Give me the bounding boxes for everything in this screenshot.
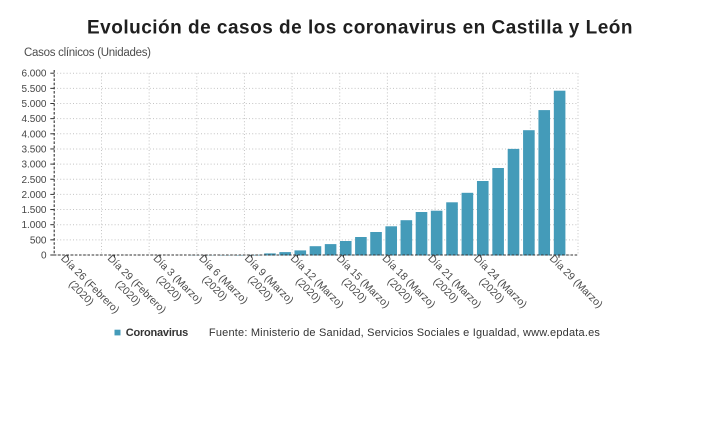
svg-text:1.000: 1.000 xyxy=(21,220,46,231)
svg-text:4.000: 4.000 xyxy=(21,129,46,140)
svg-text:6.000: 6.000 xyxy=(21,69,46,80)
svg-text:0: 0 xyxy=(41,251,47,262)
svg-text:Fuente: Ministerio de Sanidad,: Fuente: Ministerio de Sanidad, Servicios… xyxy=(209,327,601,339)
svg-text:500: 500 xyxy=(30,235,47,246)
svg-text:4.500: 4.500 xyxy=(21,114,46,125)
svg-text:3.500: 3.500 xyxy=(21,144,46,155)
svg-text:Coronavirus: Coronavirus xyxy=(126,327,189,339)
svg-text:5.000: 5.000 xyxy=(21,99,46,110)
svg-text:Evolución de casos de los coro: Evolución de casos de los coronavirus en… xyxy=(87,18,633,39)
svg-text:Casos clínicos (Unidades): Casos clínicos (Unidades) xyxy=(24,47,151,59)
svg-text:2.000: 2.000 xyxy=(21,190,46,201)
svg-text:5.500: 5.500 xyxy=(21,84,46,95)
svg-text:2.500: 2.500 xyxy=(21,175,46,186)
svg-text:3.000: 3.000 xyxy=(21,160,46,171)
svg-text:1.500: 1.500 xyxy=(21,205,46,216)
